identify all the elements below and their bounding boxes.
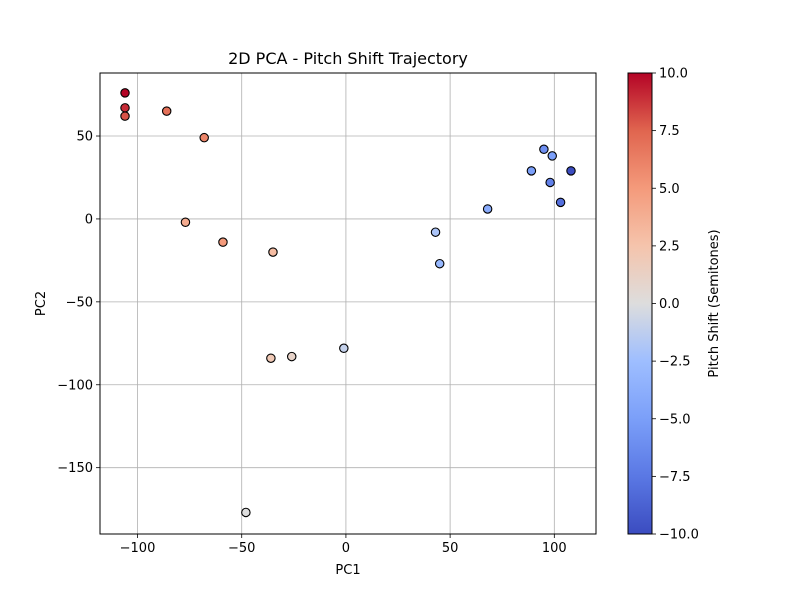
chart-title: 2D PCA - Pitch Shift Trajectory <box>228 49 468 68</box>
scatter-point <box>266 353 276 363</box>
colorbar-ticks: 10.0 7.5 5.0 2.5 0.0 −2.5 −5.0 −7.5 −10.0 <box>652 67 699 543</box>
colorbar <box>627 72 653 535</box>
scatter-point <box>339 343 349 354</box>
colorbar-tick-label: −5.0 <box>659 412 691 427</box>
scatter-point <box>286 351 297 362</box>
colorbar-tick-label: −2.5 <box>659 355 691 370</box>
y-tick-label: 50 <box>76 130 93 145</box>
x-tick-label: −100 <box>120 541 156 556</box>
grid <box>100 73 596 534</box>
x-tick-label: 50 <box>442 541 459 556</box>
colorbar-tick-label: 0.0 <box>659 297 680 312</box>
scatter-point <box>268 247 278 257</box>
scatter-point <box>180 217 191 227</box>
scatter-point <box>566 166 576 176</box>
x-tick-label: 0 <box>342 541 350 556</box>
x-axis-label: PC1 <box>335 563 360 578</box>
scatter-point <box>120 103 130 113</box>
scatter-point <box>120 111 130 121</box>
y-axis-ticks: 50 0 −50 −100 −150 <box>57 130 100 476</box>
scatter-point <box>482 204 493 214</box>
scatter-point <box>539 144 549 155</box>
colorbar-tick-label: −7.5 <box>659 470 691 485</box>
colorbar-tick-label: 5.0 <box>659 182 680 197</box>
y-tick-label: −50 <box>66 295 93 310</box>
x-axis-ticks: −100 −50 0 50 100 <box>120 534 567 556</box>
colorbar-tick-label: 2.5 <box>659 239 680 254</box>
scatter-point <box>547 151 557 161</box>
colorbar-tick-label: −10.0 <box>659 528 699 543</box>
scatter-points <box>120 88 576 518</box>
scatter-point <box>555 197 566 208</box>
scatter-point <box>161 106 172 116</box>
scatter-point <box>120 88 130 98</box>
scatter-point <box>199 132 209 143</box>
scatter-point <box>526 166 537 176</box>
scatter-point <box>545 177 555 188</box>
colorbar-tick-label: 10.0 <box>659 67 688 82</box>
colorbar-tick-label: 7.5 <box>659 124 680 139</box>
x-tick-label: −50 <box>228 541 255 556</box>
scatter-point <box>434 258 445 269</box>
scatter-point <box>430 227 441 237</box>
x-tick-label: 100 <box>542 541 567 556</box>
y-tick-label: 0 <box>85 212 93 227</box>
y-tick-label: −150 <box>57 461 93 476</box>
y-axis-label: PC2 <box>34 291 49 316</box>
plot-frame <box>99 72 597 535</box>
y-tick-label: −100 <box>57 378 93 393</box>
scatter-point <box>241 507 251 518</box>
colorbar-label: Pitch Shift (Semitones) <box>707 229 722 377</box>
scatter-point <box>218 237 228 247</box>
